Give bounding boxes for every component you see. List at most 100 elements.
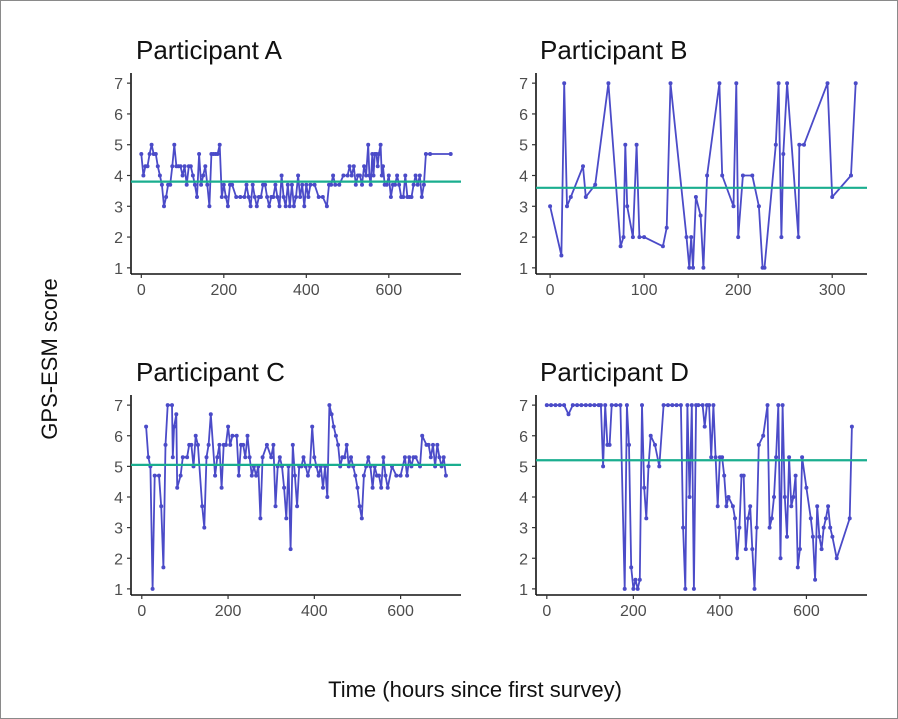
data-point: [847, 516, 852, 521]
y-tick-label: 1: [519, 261, 528, 278]
data-point: [562, 403, 567, 408]
data-point: [355, 485, 360, 490]
series-line: [546, 404, 853, 590]
data-point: [657, 464, 662, 469]
data-point: [316, 473, 321, 478]
data-point: [693, 195, 698, 199]
y-tick-label: 5: [519, 459, 528, 476]
data-point: [413, 455, 418, 460]
panel-1: Participant A 1 2 3 4 5 6 7 0 200 400 600: [114, 35, 461, 299]
data-point: [791, 495, 796, 499]
data-point: [761, 433, 766, 438]
data-point: [754, 525, 759, 530]
data-point: [642, 235, 647, 240]
data-point: [161, 565, 166, 570]
data-point: [746, 516, 750, 521]
data-point: [370, 485, 375, 490]
data-point: [333, 182, 338, 187]
data-point: [170, 403, 174, 408]
data-point: [193, 433, 198, 438]
data-point: [661, 403, 666, 408]
data-point: [159, 182, 164, 187]
data-point: [146, 455, 151, 460]
data-point: [411, 182, 416, 187]
data-point: [644, 516, 649, 521]
data-point: [267, 204, 272, 209]
data-point: [329, 182, 334, 187]
data-point: [367, 173, 372, 178]
y-tick-label: 7: [114, 398, 123, 415]
y-tick-label: 4: [114, 490, 123, 507]
data-point: [388, 195, 393, 199]
data-point: [379, 485, 384, 490]
data-point: [289, 182, 294, 187]
data-point: [683, 586, 688, 591]
data-point: [321, 485, 325, 490]
data-point: [549, 403, 554, 408]
data-point: [776, 81, 781, 86]
y-tick-label: 6: [114, 429, 123, 446]
data-point: [795, 565, 800, 570]
data-point: [368, 182, 373, 187]
panel-title: Participant D: [540, 357, 689, 387]
data-point: [849, 424, 854, 429]
data-point: [821, 525, 826, 530]
data-point: [588, 403, 593, 408]
data-point: [698, 213, 703, 218]
data-point: [308, 182, 313, 187]
data-point: [316, 195, 321, 199]
data-point: [180, 173, 185, 178]
data-point: [756, 442, 761, 447]
data-point: [345, 173, 350, 178]
data-point: [320, 195, 325, 199]
data-point: [205, 182, 210, 187]
data-point: [230, 182, 235, 187]
data-point: [366, 142, 371, 147]
data-point: [195, 442, 200, 447]
y-tick-label: 4: [519, 490, 528, 507]
data-point: [371, 173, 376, 178]
data-point: [787, 455, 792, 460]
data-point: [287, 204, 292, 209]
data-point: [357, 504, 362, 509]
data-point: [625, 204, 630, 209]
data-point: [217, 442, 222, 447]
data-point: [629, 565, 634, 570]
data-point: [828, 525, 833, 530]
data-point: [819, 547, 824, 552]
data-point: [743, 547, 748, 552]
data-point: [284, 516, 289, 521]
data-point: [201, 173, 206, 178]
data-point: [298, 195, 303, 199]
data-point: [579, 403, 584, 408]
x-tick-label: 200: [215, 603, 242, 620]
data-point: [291, 204, 296, 209]
data-point: [366, 455, 371, 460]
data-point: [443, 473, 448, 478]
data-point: [750, 173, 755, 178]
data-point: [782, 495, 787, 499]
y-tick-label: 6: [519, 107, 528, 124]
data-point: [277, 204, 282, 209]
data-point: [750, 547, 755, 552]
data-point: [393, 182, 397, 187]
data-point: [684, 235, 689, 240]
y-tick-label: 2: [519, 230, 528, 247]
x-tick-label: 600: [793, 603, 820, 620]
data-point: [593, 182, 598, 187]
y-tick-label: 1: [519, 582, 528, 599]
data-point: [417, 173, 422, 178]
data-point: [830, 534, 835, 539]
data-point: [376, 152, 381, 156]
data-point: [206, 442, 211, 447]
data-point: [360, 182, 364, 187]
series-line: [549, 82, 857, 269]
data-point: [247, 455, 252, 460]
data-point: [385, 485, 390, 490]
data-point: [785, 81, 790, 86]
data-point: [609, 403, 614, 408]
data-point: [213, 473, 218, 478]
data-point: [419, 195, 424, 199]
data-point: [175, 485, 180, 490]
